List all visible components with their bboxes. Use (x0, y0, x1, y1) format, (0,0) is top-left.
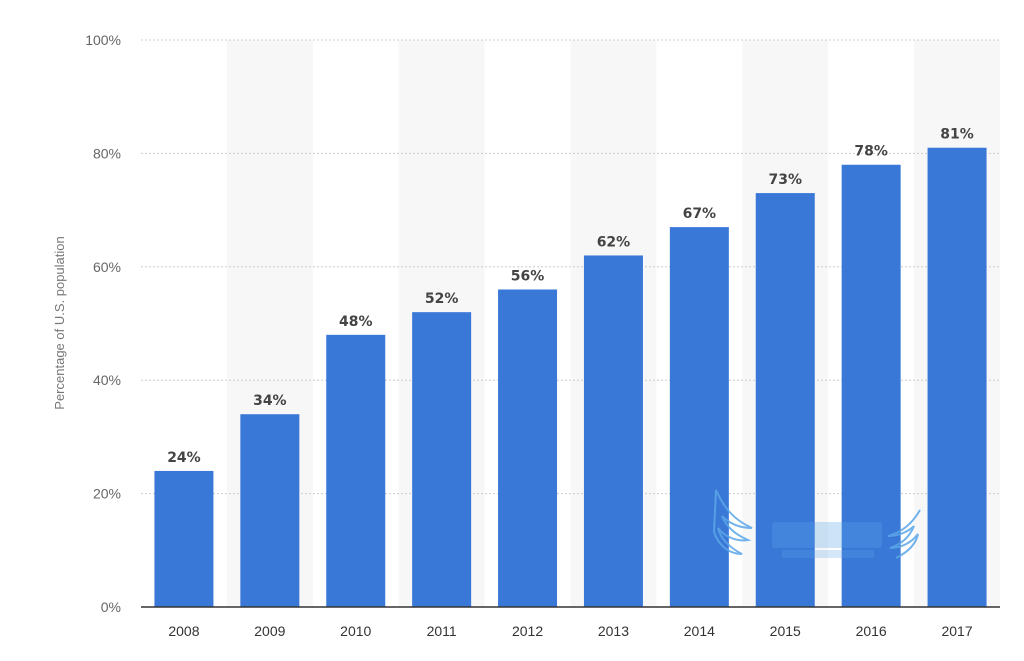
y-axis-ticks: 0% 20% 40% 60% 80% 100% (85, 32, 121, 615)
bar-2016 (841, 164, 901, 608)
watermark-logo (712, 489, 921, 559)
data-labels: 24% 34% 48% 52% 56% 62% 67% 73% 78% 81% (167, 127, 974, 466)
x-tick-label-2012: 2012 (512, 623, 543, 639)
data-label-2008: 24% (167, 450, 201, 466)
data-label-2009: 34% (253, 393, 287, 409)
y-tick-label: 20% (93, 486, 121, 502)
y-tick-label: 0% (101, 599, 121, 615)
x-tick-label-2015: 2015 (770, 623, 801, 639)
x-tick-label-2010: 2010 (340, 623, 371, 639)
bar-2011 (412, 312, 472, 607)
bar-2008 (154, 470, 214, 607)
bar-2010 (326, 334, 386, 607)
x-tick-label-2017: 2017 (941, 623, 972, 639)
x-tick-label-2011: 2011 (427, 623, 457, 639)
data-label-2015: 73% (768, 172, 802, 188)
data-label-2011: 52% (425, 291, 459, 307)
x-tick-label-2008: 2008 (168, 623, 199, 639)
x-axis-ticks: 2008 2009 2010 2011 2012 2013 2014 2015 2016 2017 (168, 623, 972, 639)
gridlines (141, 39, 1000, 495)
bar-2017 (927, 147, 987, 608)
x-tick-label-2016: 2016 (856, 623, 887, 639)
y-tick-label: 60% (93, 259, 121, 275)
bar-2012 (498, 289, 558, 607)
data-label-2013: 62% (597, 234, 631, 250)
data-label-2012: 56% (511, 268, 545, 284)
x-tick-label-2013: 2013 (598, 623, 629, 639)
data-label-2010: 48% (339, 314, 373, 330)
bar-2015 (755, 193, 815, 607)
data-label-2017: 81% (940, 127, 974, 143)
bar-2009 (240, 414, 300, 607)
x-tick-label-2014: 2014 (684, 623, 715, 639)
data-label-2014: 67% (683, 206, 717, 222)
y-tick-label: 40% (93, 372, 121, 388)
bar-2013 (583, 255, 643, 607)
data-label-2016: 78% (854, 144, 888, 160)
y-axis-label: Percentage of U.S. population (52, 236, 67, 409)
y-tick-label: 100% (85, 32, 121, 48)
bar-2014 (669, 227, 729, 608)
x-tick-label-2009: 2009 (254, 623, 285, 639)
bars (154, 147, 987, 608)
y-tick-label: 80% (93, 145, 121, 161)
